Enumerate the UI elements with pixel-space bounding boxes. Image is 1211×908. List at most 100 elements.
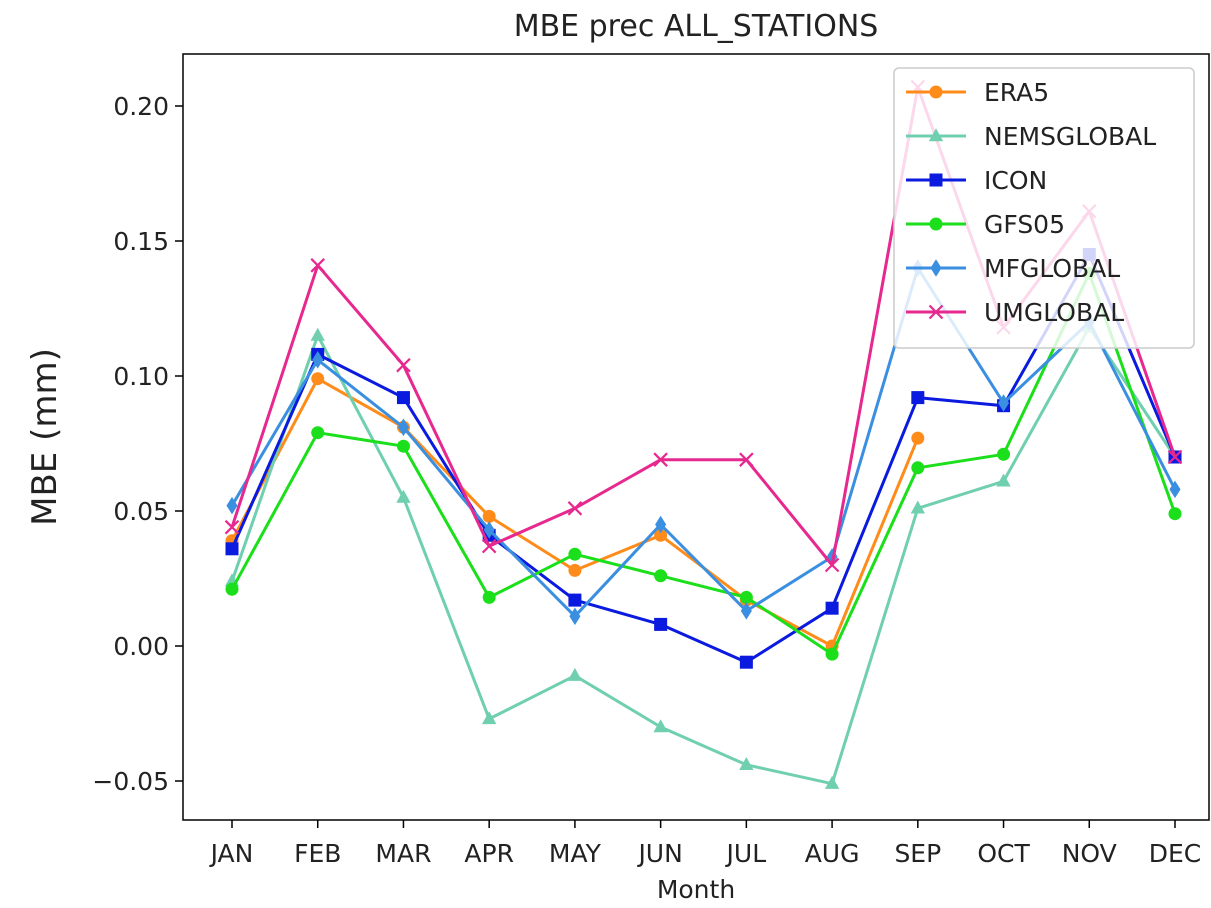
data-point — [225, 582, 239, 596]
data-point — [483, 521, 495, 539]
data-point — [1168, 507, 1182, 521]
data-point — [997, 447, 1011, 461]
legend-label: GFS05 — [984, 210, 1065, 239]
data-point — [911, 391, 925, 405]
data-point — [653, 452, 668, 467]
legend-label: NEMSGLOBAL — [984, 122, 1156, 151]
data-point — [311, 372, 325, 386]
legend-label: MFGLOBAL — [984, 254, 1120, 283]
data-point — [312, 351, 324, 369]
y-axis-label: MBE (mm) — [25, 348, 65, 526]
x-tick-label: OCT — [977, 839, 1030, 868]
legend-item: ERA5 — [906, 78, 1049, 107]
x-tick-label: MAR — [375, 839, 431, 868]
data-point — [824, 557, 840, 573]
data-point — [739, 452, 754, 467]
data-point — [481, 538, 497, 554]
data-point — [911, 431, 925, 445]
data-point — [568, 593, 582, 607]
legend-item: ICON — [906, 166, 1047, 195]
data-point — [567, 501, 583, 516]
data-point — [824, 775, 840, 789]
x-tick-label: JAN — [209, 839, 254, 868]
x-tick-label: NOV — [1062, 839, 1117, 868]
data-point — [654, 528, 668, 542]
legend-item: NEMSGLOBAL — [906, 122, 1156, 151]
data-point — [998, 394, 1010, 412]
legend-marker — [928, 304, 944, 320]
legend-marker — [929, 85, 943, 99]
legend-item: UMGLOBAL — [906, 298, 1124, 327]
y-axis: −0.05 0.00 0.05 0.10 0.15 0.20 — [92, 92, 183, 796]
data-point — [655, 515, 667, 534]
data-point — [224, 519, 240, 535]
data-point — [739, 757, 754, 770]
x-tick-label: FEB — [294, 839, 341, 868]
data-point — [996, 473, 1011, 487]
data-point — [825, 601, 839, 615]
x-tick-label: JUL — [725, 839, 767, 868]
data-point — [482, 711, 497, 725]
x-axis-label: Month — [657, 875, 735, 904]
series-line — [230, 271, 1177, 656]
data-point — [310, 258, 326, 273]
y-tick-label: 0.10 — [113, 362, 169, 391]
data-point — [654, 569, 668, 583]
data-point — [311, 426, 325, 440]
y-tick-label: 0.00 — [113, 632, 169, 661]
legend-marker — [930, 259, 942, 277]
data-point — [1167, 449, 1183, 465]
x-tick-label: MAY — [549, 839, 602, 868]
legend-marker — [928, 128, 944, 142]
legend-label: ICON — [984, 166, 1047, 195]
x-tick-label: AUG — [805, 839, 860, 868]
data-point — [567, 667, 583, 681]
y-tick-label: 0.05 — [113, 497, 169, 526]
data-point — [568, 563, 582, 577]
data-point — [654, 617, 668, 631]
plot-frame — [182, 53, 1210, 821]
legend-item: MFGLOBAL — [906, 254, 1120, 283]
data-point — [396, 357, 411, 373]
x-tick-label: JUN — [636, 839, 682, 868]
data-point — [1169, 480, 1181, 499]
data-point — [226, 496, 238, 515]
y-tick-label: 0.15 — [113, 227, 169, 256]
legend-box — [893, 67, 1195, 349]
legend-item: GFS05 — [906, 210, 1065, 239]
data-point — [396, 439, 410, 453]
series-line — [230, 266, 1177, 618]
legend-label: UMGLOBAL — [984, 298, 1124, 327]
legend-marker — [929, 173, 943, 187]
data-point — [739, 590, 753, 604]
data-point — [310, 327, 325, 341]
data-point — [396, 391, 410, 405]
y-tick-label: 0.20 — [113, 92, 169, 121]
data-point — [739, 655, 753, 669]
data-point — [825, 647, 839, 661]
y-tick-label: −0.05 — [92, 767, 169, 796]
data-point — [653, 719, 668, 733]
data-point — [396, 489, 411, 503]
series-line — [230, 253, 1177, 664]
legend-marker — [929, 217, 943, 231]
x-tick-label: SEP — [894, 839, 941, 868]
series-line — [230, 325, 1177, 786]
data-point — [910, 500, 925, 514]
data-point — [482, 590, 496, 604]
data-point — [397, 418, 409, 437]
data-point — [569, 607, 581, 626]
data-point — [911, 461, 925, 475]
x-tick-label: DEC — [1149, 839, 1202, 868]
data-point — [225, 542, 239, 556]
data-point — [740, 602, 752, 620]
data-point — [568, 547, 582, 561]
x-axis: JAN FEB MAR APR MAY JUN JUL AUG SEP OCT NOV DEC — [209, 820, 1202, 868]
legend: ERA5 NEMSGLOBAL ICON GFS05 MFGLOBAL UMGLOBAL — [893, 67, 1195, 349]
legend-label: ERA5 — [984, 78, 1049, 107]
x-tick-label: APR — [464, 839, 514, 868]
data-point — [482, 509, 496, 523]
series-nemsglobal — [224, 319, 1183, 789]
